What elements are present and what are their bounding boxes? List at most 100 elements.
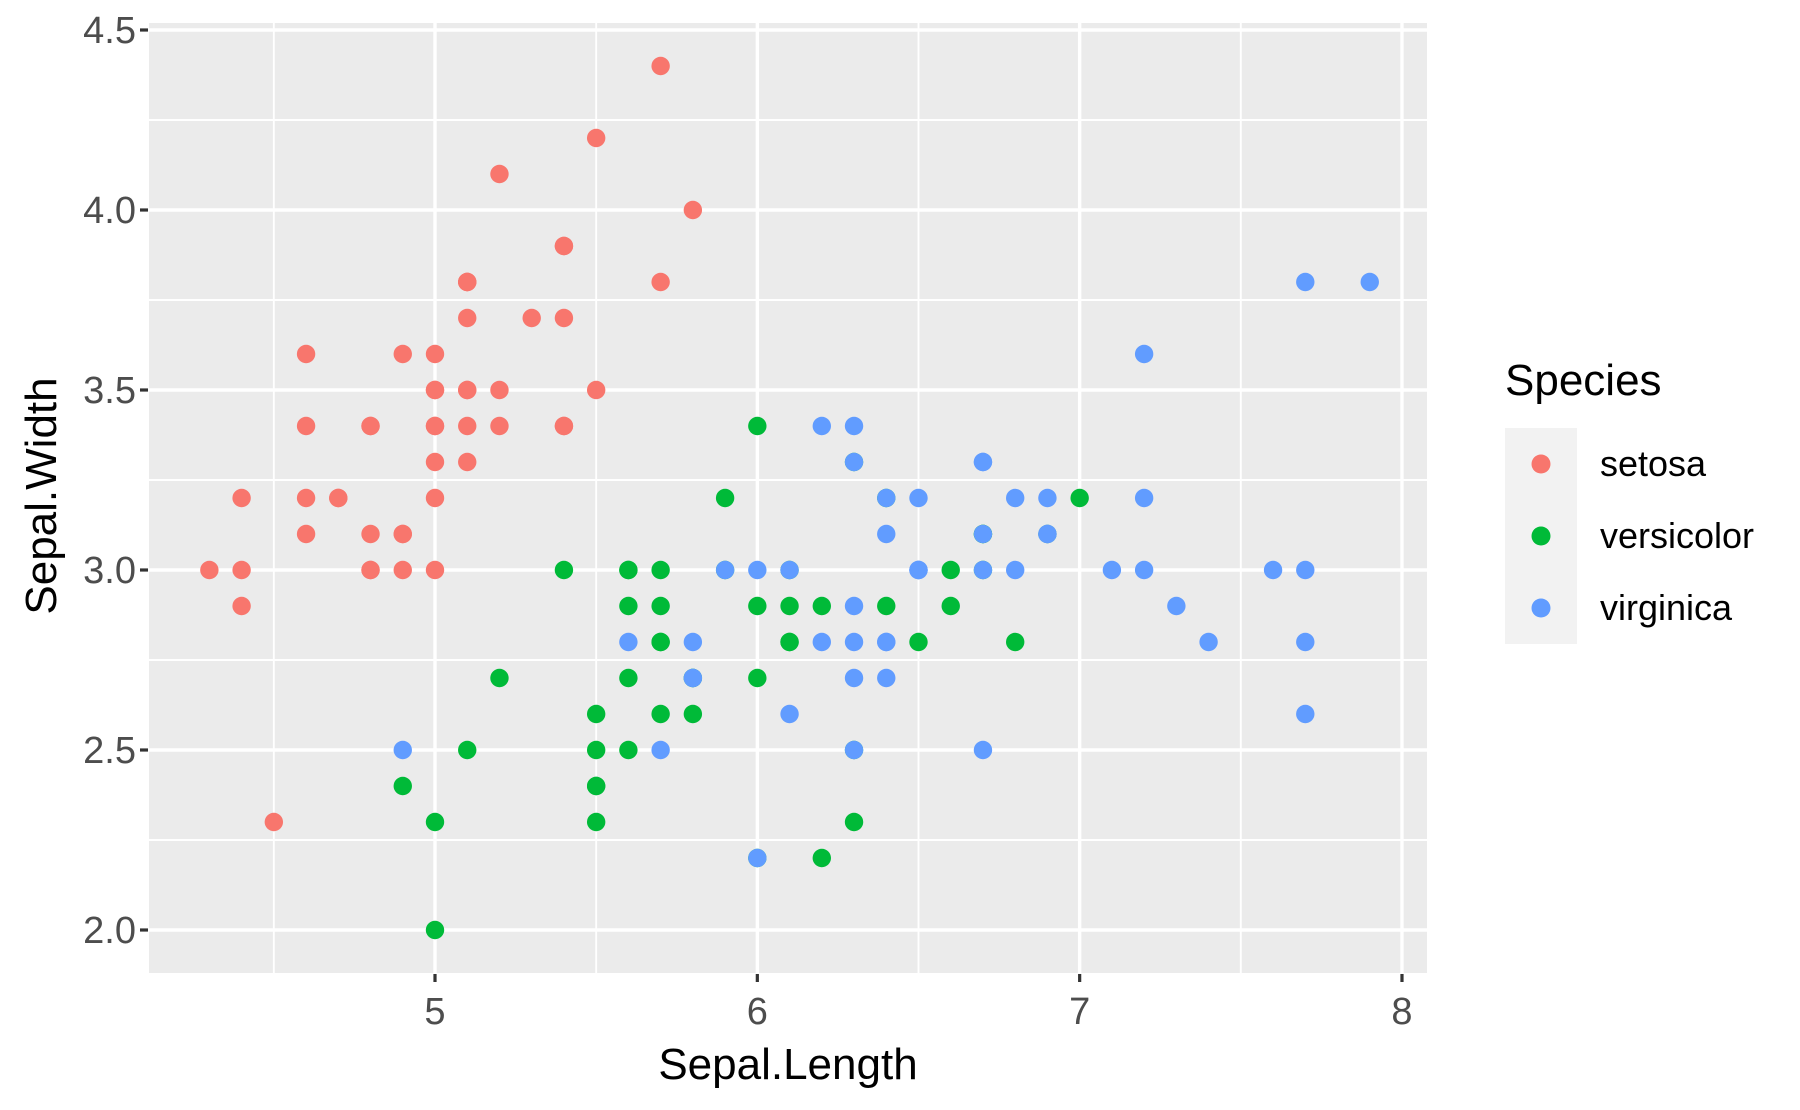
data-point-versicolor — [651, 596, 670, 616]
data-point-virginica — [1102, 560, 1122, 580]
legend-dot-icon — [1531, 526, 1551, 546]
data-point-setosa — [425, 380, 445, 400]
x-tick-label: 5 — [424, 991, 445, 1033]
y-axis-title: Sepal.Width — [17, 377, 66, 615]
data-point-setosa — [651, 56, 670, 76]
legend-dot-icon — [1531, 454, 1551, 474]
data-point-versicolor — [490, 668, 509, 688]
y-tick-label: 3.5 — [83, 370, 136, 412]
data-point-virginica — [844, 596, 864, 616]
legend-label: virginica — [1600, 587, 1733, 628]
data-point-setosa — [458, 416, 477, 436]
y-tick-label: 4.5 — [83, 10, 136, 52]
data-point-virginica — [1005, 488, 1025, 508]
data-point-virginica — [877, 524, 896, 544]
data-point-setosa — [458, 380, 477, 400]
data-point-setosa — [232, 488, 251, 508]
data-point-virginica — [1296, 704, 1315, 724]
y-tick-label: 3.0 — [83, 550, 136, 592]
data-point-versicolor — [941, 560, 960, 580]
data-point-virginica — [877, 668, 896, 688]
data-point-versicolor — [748, 668, 767, 688]
data-point-virginica — [1005, 560, 1025, 580]
data-point-virginica — [844, 740, 864, 760]
data-point-setosa — [683, 200, 703, 220]
y-tick-label: 2.0 — [83, 910, 136, 952]
data-point-virginica — [748, 560, 767, 580]
data-point-versicolor — [748, 416, 767, 436]
data-point-setosa — [200, 560, 219, 580]
data-point-virginica — [1360, 272, 1379, 292]
data-point-virginica — [909, 488, 928, 508]
legend-label: versicolor — [1600, 515, 1755, 556]
legend-key — [1505, 572, 1577, 644]
data-point-setosa — [296, 416, 316, 436]
data-point-versicolor — [1070, 488, 1089, 508]
data-point-virginica — [1038, 524, 1057, 544]
legend-entry-virginica: virginica — [1505, 572, 1754, 644]
legend-title: Species — [1505, 356, 1662, 405]
data-point-versicolor — [393, 776, 412, 796]
data-point-virginica — [877, 488, 896, 508]
data-point-virginica — [973, 560, 993, 580]
data-point-versicolor — [748, 596, 767, 616]
data-point-setosa — [586, 128, 606, 148]
data-point-setosa — [490, 416, 509, 436]
legend-entries: setosa versicolor virginica — [1505, 428, 1754, 644]
data-point-virginica — [973, 524, 993, 544]
data-point-versicolor — [780, 596, 799, 616]
data-point-virginica — [1296, 272, 1315, 292]
legend-dot-icon — [1531, 598, 1551, 618]
data-point-setosa — [393, 560, 412, 580]
data-point-setosa — [425, 488, 445, 508]
data-point-versicolor — [812, 848, 831, 868]
data-point-virginica — [973, 740, 993, 760]
data-point-virginica — [909, 560, 928, 580]
data-point-setosa — [651, 272, 670, 292]
data-point-versicolor — [425, 920, 445, 940]
data-point-versicolor — [844, 812, 864, 832]
data-point-virginica — [1199, 632, 1218, 652]
data-point-setosa — [554, 308, 574, 328]
data-point-setosa — [296, 344, 316, 364]
data-point-setosa — [361, 524, 380, 544]
data-point-virginica — [683, 632, 703, 652]
data-point-versicolor — [651, 632, 670, 652]
y-tick-label: 2.5 — [83, 730, 136, 772]
data-point-setosa — [361, 416, 380, 436]
data-point-virginica — [844, 416, 864, 436]
data-point-virginica — [1134, 344, 1154, 364]
data-point-setosa — [264, 812, 284, 832]
data-point-versicolor — [586, 776, 606, 796]
data-point-setosa — [458, 272, 477, 292]
data-point-versicolor — [619, 668, 638, 688]
legend-entry-versicolor: versicolor — [1505, 500, 1754, 572]
data-point-virginica — [1263, 560, 1283, 580]
x-tick-label: 8 — [1391, 991, 1412, 1033]
data-point-virginica — [780, 704, 799, 724]
data-point-setosa — [296, 524, 316, 544]
data-point-virginica — [1134, 560, 1154, 580]
data-point-setosa — [361, 560, 380, 580]
data-point-versicolor — [458, 740, 477, 760]
data-point-setosa — [425, 344, 445, 364]
data-point-virginica — [683, 668, 703, 688]
data-point-setosa — [554, 416, 574, 436]
data-point-setosa — [425, 416, 445, 436]
data-point-versicolor — [425, 812, 445, 832]
legend: Species setosa versicolor virginica — [1505, 356, 1754, 644]
data-point-versicolor — [780, 632, 799, 652]
data-point-versicolor — [877, 596, 896, 616]
data-point-virginica — [844, 632, 864, 652]
data-point-virginica — [844, 668, 864, 688]
data-point-setosa — [425, 452, 445, 472]
data-point-versicolor — [683, 704, 703, 724]
legend-key — [1505, 428, 1577, 500]
data-point-setosa — [490, 164, 509, 184]
data-point-virginica — [973, 452, 993, 472]
plot-panel — [149, 23, 1427, 973]
data-point-versicolor — [1005, 632, 1025, 652]
data-point-versicolor — [941, 596, 960, 616]
